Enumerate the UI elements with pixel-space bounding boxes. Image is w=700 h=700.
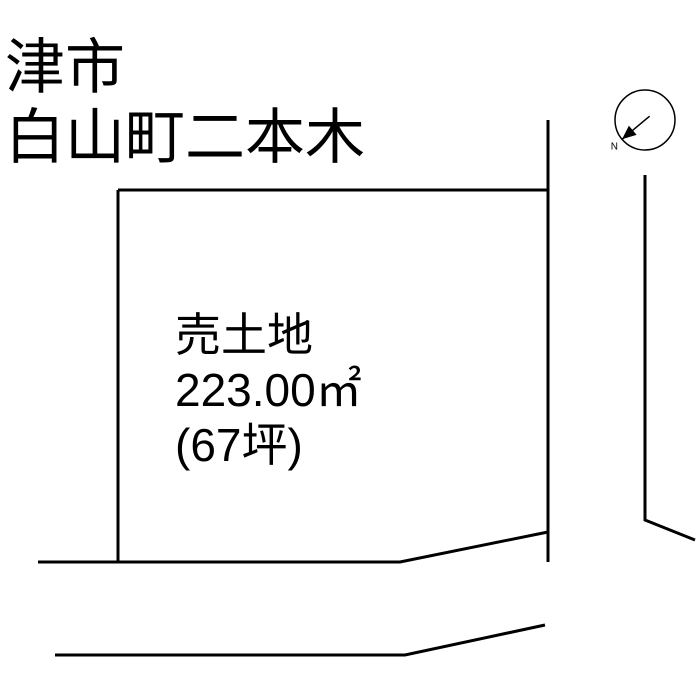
location-line1: 津市 (5, 35, 125, 101)
plot-lines (38, 120, 695, 655)
svg-text:N: N (611, 142, 618, 153)
area-tsubo: (67坪) (175, 420, 303, 471)
compass: N (611, 90, 675, 153)
location-line2: 白山町二本木 (5, 105, 365, 171)
area-sqm: 223.00㎡ (175, 365, 362, 416)
sale-label: 売土地 (175, 310, 313, 361)
